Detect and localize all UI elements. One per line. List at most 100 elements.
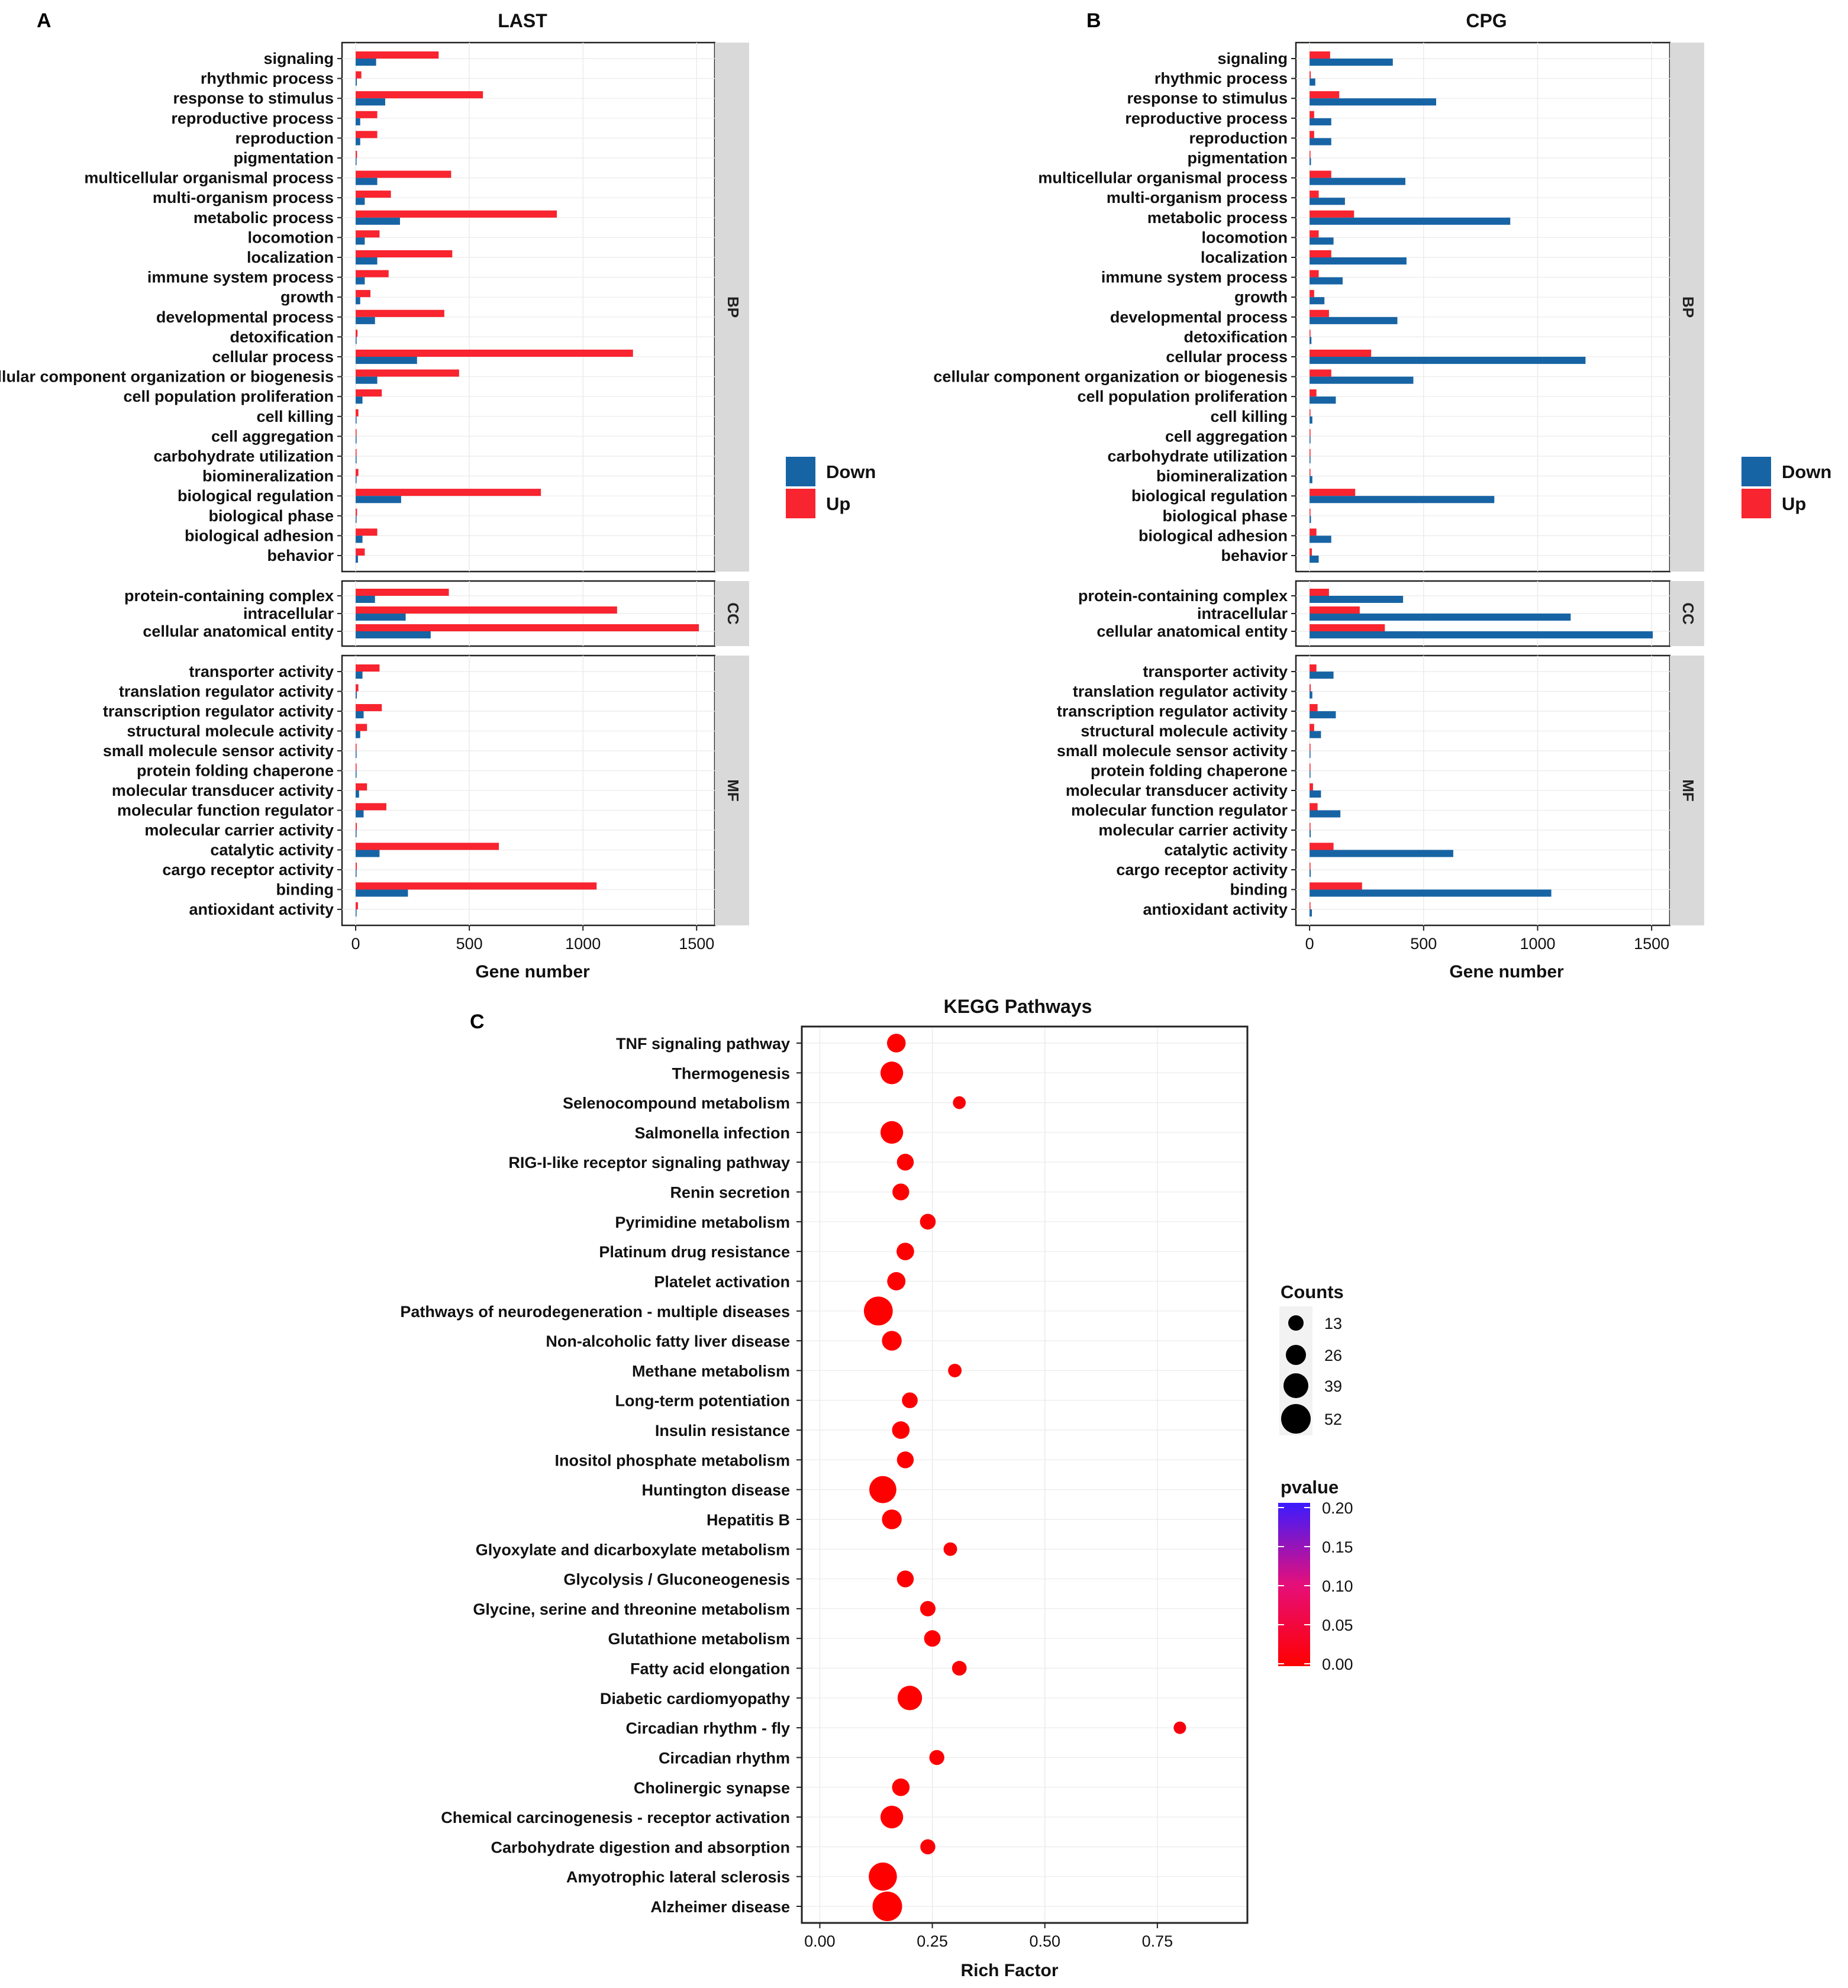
kegg-pathway-label: Alzheimer disease [650,1898,790,1916]
counts-legend-dot [1281,1404,1311,1434]
panel-a-bar-up [356,349,633,357]
panel-b-category-label: structural molecule activity [1081,722,1288,740]
counts-legend-dot [1283,1373,1308,1398]
panel-a-bar-down [356,830,357,838]
panel-b-category-label: reproduction [1189,129,1288,147]
panel-a-bar-up [356,469,359,476]
panel-b-bar-down [1310,58,1393,66]
panel-b-bar-up [1310,448,1311,457]
pvalue-legend-value: 0.10 [1322,1577,1353,1595]
pvalue-legend-title: pvalue [1281,1477,1339,1498]
panel-b-bar-up [1310,469,1311,476]
pvalue-legend-value: 0.05 [1322,1616,1353,1634]
panel-b-bar-down [1310,178,1405,185]
panel-a-facet-mf: MF transporter activity translation regula… [103,654,749,927]
panel-b-category-label: multicellular organismal process [1038,169,1288,187]
panel-b-bar-up [1310,150,1311,158]
panel-c-x-axis-title: Rich Factor [960,1961,1058,1980]
panel-b-bar-down [1310,317,1398,324]
kegg-dot [872,1892,902,1921]
panel-a-x-tick-label: 1500 [679,935,714,953]
panel-b-bar-down [1310,237,1334,245]
kegg-dot [886,1034,906,1053]
counts-legend-title: Counts [1281,1282,1344,1302]
kegg-pathway-label: Pathways of neurodegeneration - multiple… [400,1303,790,1321]
panel-a-bar-up [356,664,380,672]
panel-b-bar-up [1310,230,1319,238]
panel-a-bar-down [356,535,363,543]
panel-a-bar-down [356,98,385,106]
panel-a-bar-up [356,743,357,751]
panel-a-category-label: behavior [267,547,334,564]
panel-a-title: LAST [498,10,547,31]
panel-a-category-label: biological regulation [178,487,334,505]
panel-b-facet-strip-label: CC [1679,602,1697,625]
panel-b-category-label: antioxidant activity [1143,901,1288,918]
panel-a-category-label: protein-containing complex [124,587,334,605]
kegg-pathway-label: Fatty acid elongation [630,1660,790,1678]
kegg-pathway-label: Methane metabolism [632,1362,790,1380]
panel-b-bar-down [1310,277,1343,285]
panel-a-bar-down [356,614,406,621]
panel-a-category-label: structural molecule activity [127,722,334,740]
kegg-dot [863,1296,893,1326]
panel-a-bar-down [356,337,357,344]
kegg-pathway-label: Circadian rhythm [659,1749,790,1767]
panel-a-bar-up [356,330,358,337]
kegg-pathway-label: Platelet activation [654,1273,790,1290]
kegg-pathway-label: Huntington disease [641,1482,790,1499]
panel-a-category-label: transporter activity [189,663,334,680]
panel-b-category-label: metabolic process [1147,209,1288,227]
panel-b-category-label: catalytic activity [1164,841,1288,859]
panel-a-facet-strip-label: MF [724,779,742,802]
panel-b-bar-up [1310,389,1317,397]
kegg-dot [880,1121,904,1144]
panel-c-x-tick-label: 0.50 [1029,1932,1060,1950]
panel-a-bar-down [356,58,376,66]
panel-a-bar-down [356,376,378,384]
panel-c-kegg-dot-plot: C KEGG Pathways Rich Factor Counts pvalu… [400,996,1353,1980]
panel-a-bar-down [356,711,364,719]
panel-b-bar-up [1310,330,1311,337]
panel-b-bar-down [1310,456,1311,464]
panel-a-bar-down [356,850,380,857]
panel-a-bar-down [356,596,375,603]
panel-b-bar-up [1310,191,1319,198]
panel-b-category-label: biological adhesion [1139,527,1288,544]
panel-a-category-label: molecular carrier activity [144,821,334,839]
kegg-dot [880,1805,904,1829]
kegg-dot [902,1392,918,1409]
panel-b-bar-down [1310,357,1586,364]
panel-a-bar-up [356,369,459,377]
panel-b-bar-down [1310,297,1325,305]
panel-b-title: CPG [1466,10,1507,31]
panel-a-bar-up [356,589,449,596]
panel-a-category-label: translation regulator activity [119,683,334,701]
panel-a-category-label: growth [280,288,334,306]
kegg-pathway-label: Renin secretion [670,1184,790,1202]
kegg-pathway-label: Amyotrophic lateral sclerosis [566,1868,790,1886]
panel-a-bar-down [356,257,378,265]
panel-b-go-bar-chart: B CPG Gene number BP signaling rhythmic pr… [933,9,1704,982]
panel-b-category-label: signaling [1217,50,1288,67]
panel-a-bar-down [356,810,364,818]
panel-b-category-label: developmental process [1110,308,1288,326]
panel-a-category-label: metabolic process [193,209,334,227]
panel-b-bar-down [1310,78,1315,86]
panel-a-bar-up [356,150,357,158]
panel-a-bar-down [356,217,400,225]
panel-a-bar-up [356,170,451,178]
kegg-dot [896,1570,914,1587]
kegg-dot [924,1630,941,1647]
panel-a-bar-up [356,508,357,516]
kegg-dot [896,1242,914,1261]
panel-a-bar-down [356,770,357,778]
kegg-pathway-label: RIG-I-like receptor signaling pathway [508,1154,790,1172]
panel-a-bar-up [356,684,359,692]
kegg-pathway-label: Non-alcoholic fatty liver disease [546,1332,790,1350]
panel-b-bar-down [1310,535,1331,543]
panel-b-x-tick-label: 500 [1410,935,1437,953]
panel-a-category-label: molecular function regulator [117,801,334,819]
panel-b-bar-down [1310,556,1319,563]
